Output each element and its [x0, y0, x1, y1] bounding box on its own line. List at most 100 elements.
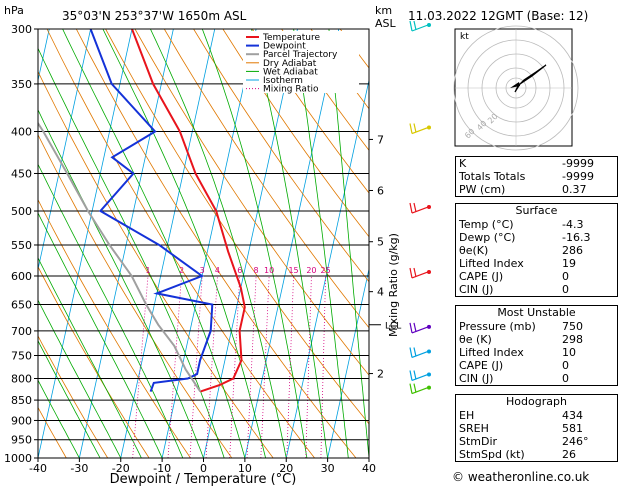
wind-barb-dot: [427, 324, 431, 329]
pressure-tick-label: 650: [11, 299, 32, 312]
time-title: 11.03.2022 12GMT (Base: 12): [408, 9, 588, 23]
mixing-ratio-label: 3: [200, 266, 205, 275]
wind-barbs: [409, 20, 431, 395]
mixing-ratio-line: [260, 275, 270, 458]
dry-adiabat-line: [222, 29, 369, 238]
pressure-tick-label: 550: [11, 239, 32, 252]
dry-adiabat-line: [163, 29, 369, 329]
wind-barb: [411, 373, 429, 382]
wet-adiabat-line: [38, 379, 80, 458]
wind-barb-dot: [427, 349, 431, 354]
legend-label: Wet Adiabat: [263, 67, 318, 77]
isotherm-line: [161, 29, 257, 458]
mu-lifted-index-row: Lifted Index 10: [459, 346, 576, 359]
x-tick-label: -20: [112, 462, 130, 475]
dry-adiabat-line: [251, 29, 369, 194]
wind-barb-flag: [413, 322, 417, 333]
mixing-ratio-line: [132, 275, 149, 458]
legend-label: Parcel Trajectory: [263, 50, 338, 60]
pw-row: PW (cm) 0.37: [459, 183, 587, 196]
mixing-ratio-label: 15: [288, 266, 298, 275]
legend-label: Dewpoint: [263, 42, 306, 52]
km-tick-label: 5: [377, 236, 384, 249]
legend-box: [243, 31, 359, 93]
stmspd-row: StmSpd (kt) 26: [459, 448, 576, 461]
temp-row: Temp (°C) -4.3: [459, 218, 584, 231]
mu-cin-row: CIN (J) 0: [459, 372, 569, 385]
mixing-ratio-label: 25: [321, 266, 331, 275]
wind-barb-dot: [427, 269, 431, 274]
pressure-tick-label: 1000: [4, 452, 32, 465]
pressure-tick-label: 800: [11, 372, 32, 385]
hodograph-kt-label: kt: [460, 32, 469, 42]
hodograph-table: Hodograph EH 434 SREH 581 StmDir 246° StmSp…: [455, 394, 618, 462]
wind-barb-flag: [409, 347, 413, 358]
totals-row: Totals Totals -9999: [459, 170, 594, 183]
wind-barb: [411, 271, 429, 279]
wind-barb-flag: [413, 347, 417, 357]
legend-label: Mixing Ratio: [263, 85, 319, 95]
km-axis: 7 6 5 4 2 LCL: [369, 133, 401, 381]
lcl-label: LCL: [385, 322, 401, 332]
wind-barb-flag: [409, 383, 413, 394]
mixing-ratio-line: [286, 275, 294, 458]
x-tick-label: -30: [70, 462, 88, 475]
legend-label: Isotherm: [263, 76, 303, 86]
x-tick-label: -10: [153, 462, 171, 475]
wind-barb-flag: [413, 383, 417, 393]
pressure-tick-label: 700: [11, 325, 32, 338]
wind-barb: [411, 387, 429, 395]
wind-barb-flag: [409, 202, 413, 214]
dewp-row: Dewp (°C) -16.3: [459, 231, 591, 244]
wind-barb-flag: [413, 123, 417, 133]
wet-adiabat-line: [38, 339, 101, 458]
surface-title: Surface: [515, 204, 558, 217]
mixing-ratio-label: 4: [215, 266, 220, 275]
wind-barb-flag: [413, 267, 417, 278]
cape-row: CAPE (J) 0: [459, 270, 569, 283]
wind-barb-flag: [409, 322, 413, 334]
location-title: 35°03'N 253°37'W 1650m ASL: [62, 9, 247, 23]
mixing-ratio-line: [189, 275, 203, 458]
hodograph-arrow: [510, 82, 520, 88]
dry-adiabat-line: [281, 29, 369, 151]
asl-label: ASL: [375, 17, 397, 30]
mu-cape-row: CAPE (J) 0: [459, 359, 569, 372]
profiles: [38, 29, 246, 393]
sreh-row: SREH 581: [459, 422, 583, 435]
dry-adiabat-line: [105, 29, 369, 425]
pressure-tick-label: 850: [11, 394, 32, 407]
wind-barb-flag: [409, 370, 413, 381]
isotherm-line: [38, 29, 92, 272]
mixing-ratio-label: 6: [237, 266, 242, 275]
wet-adiabat-line: [328, 29, 369, 458]
isotherm-line: [327, 267, 369, 458]
dry-adiabat-line: [193, 29, 369, 283]
mixing-ratio-axis-label: Mixing Ratio (g/kg): [387, 233, 400, 337]
x-tick-label: -40: [29, 462, 47, 475]
hodograph-ring: [453, 25, 579, 151]
mixing-ratio-label: 10: [264, 266, 274, 275]
wind-barb-flag: [413, 202, 417, 213]
thetae-row: θe(K) 286: [459, 244, 583, 257]
wind-barb: [411, 206, 429, 214]
lifted-index-row: Lifted Index 19: [459, 257, 576, 270]
pressure-tick-label: 450: [11, 167, 32, 180]
mu-thetae-row: θe (K) 298: [459, 333, 583, 346]
surface-table: Surface Temp (°C) -4.3 Dewp (°C) -16.3 θe(…: [455, 203, 618, 297]
hodograph-title: Hodograph: [506, 395, 567, 408]
dry-adiabat-line: [38, 133, 233, 458]
isotherm-line: [244, 29, 340, 458]
wind-barb-flag: [409, 267, 413, 279]
wind-barb-flag: [409, 123, 413, 134]
mixing-ratio-label: 8: [254, 266, 259, 275]
legend-label: Dry Adiabat: [263, 59, 317, 69]
pressure-tick-label: 750: [11, 349, 32, 362]
pressure-tick-label: 350: [11, 78, 32, 91]
km-tick-label: 4: [377, 286, 384, 299]
indices-table: K -9999 Totals Totals -9999 PW (cm) 0.37: [455, 156, 618, 197]
mixing-ratio-line: [229, 275, 241, 458]
